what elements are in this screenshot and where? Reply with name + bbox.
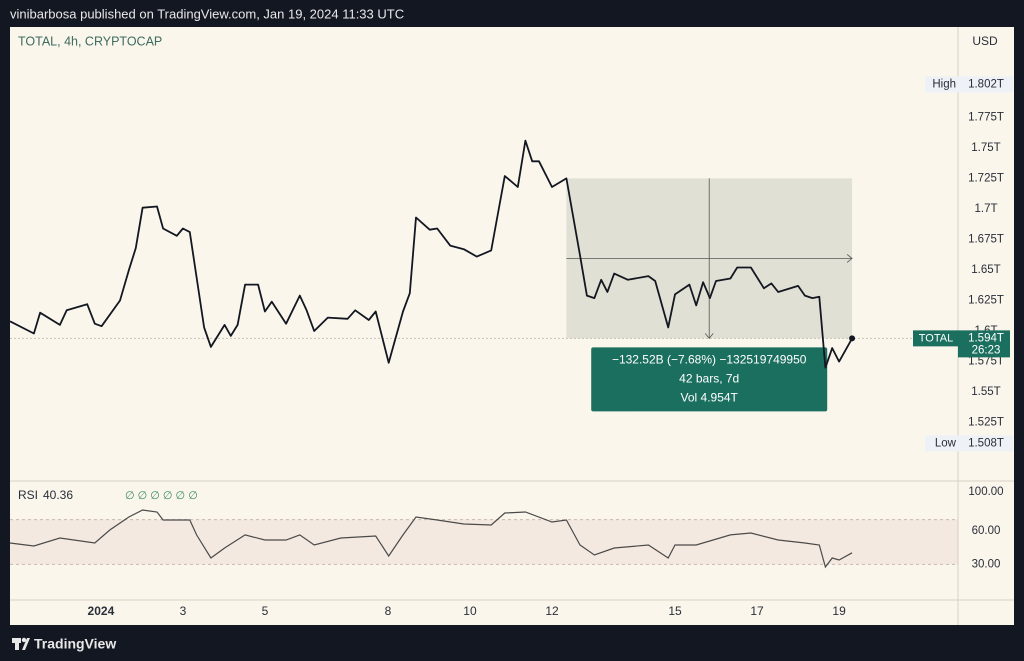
x-tick-label: 3 — [180, 604, 187, 618]
x-tick-label: 19 — [832, 604, 846, 618]
low-value: 1.508T — [968, 437, 1004, 449]
y-tick-label: 1.575T — [968, 356, 1004, 368]
measure-arrow-right — [846, 254, 853, 263]
rsi-line — [9, 509, 853, 569]
y-tick-label: 1.65T — [971, 264, 1000, 276]
last-price-label: 1.594T — [968, 332, 1004, 344]
x-tick-label: 8 — [385, 604, 392, 618]
symbol-title: TOTAL, 4h, CRYPTOCAP — [18, 34, 162, 48]
rsi-tick-label: 60.00 — [972, 525, 1001, 537]
rsi-tick-label: 100.00 — [968, 486, 1003, 498]
y-tick-label: 1.675T — [968, 233, 1004, 245]
measure-text: 42 bars, 7d — [679, 372, 739, 386]
measure-arrow-down — [704, 333, 714, 340]
footer-brand: TradingView — [34, 636, 116, 652]
y-tick-label: 1.775T — [968, 111, 1004, 123]
measure-box — [591, 347, 828, 412]
high-value: 1.802T — [968, 78, 1004, 90]
x-tick-label: 15 — [668, 604, 682, 618]
series-name: TOTAL — [919, 332, 953, 344]
rsi-tick-label: 30.00 — [972, 558, 1001, 570]
countdown: 26:23 — [972, 344, 1001, 356]
high-label: High — [932, 78, 956, 90]
x-tick-label: 12 — [545, 604, 559, 618]
high-label-bg — [925, 76, 1013, 93]
y-tick-label: 1.625T — [968, 295, 1004, 307]
price-line — [9, 139, 853, 369]
last-price-dot — [849, 335, 856, 342]
y-tick-label: 1.525T — [968, 417, 1004, 429]
footer-logo — [12, 637, 30, 650]
rsi-band — [10, 519, 958, 565]
y-tick-label: 1.725T — [968, 172, 1004, 184]
last-price-box — [958, 330, 1010, 358]
x-tick-label: 17 — [750, 604, 764, 618]
x-tick-label: 5 — [262, 604, 269, 618]
publish-header: vinibarbosa published on TradingView.com… — [10, 6, 404, 21]
measure-text: −132.52B (−7.68%) −132519749950 — [612, 353, 807, 367]
low-label: Low — [935, 437, 957, 449]
series-name-box — [913, 330, 958, 347]
chart-background — [10, 27, 1014, 625]
y-tick-label: 1.7T — [974, 203, 997, 215]
rsi-value: 40.36 — [43, 488, 73, 502]
x-tick-label: 10 — [463, 604, 477, 618]
low-label-bg — [925, 435, 1013, 452]
measure-text: Vol 4.954T — [681, 391, 739, 405]
y-tick-label: 1.75T — [971, 142, 1000, 154]
rsi-title: RSI — [18, 488, 38, 502]
x-tick-label: 2024 — [88, 604, 115, 618]
currency: USD — [972, 34, 998, 48]
rsi-indicators: ∅ ∅ ∅ ∅ ∅ ∅ — [125, 490, 198, 502]
y-tick-label: 1.55T — [971, 386, 1000, 398]
